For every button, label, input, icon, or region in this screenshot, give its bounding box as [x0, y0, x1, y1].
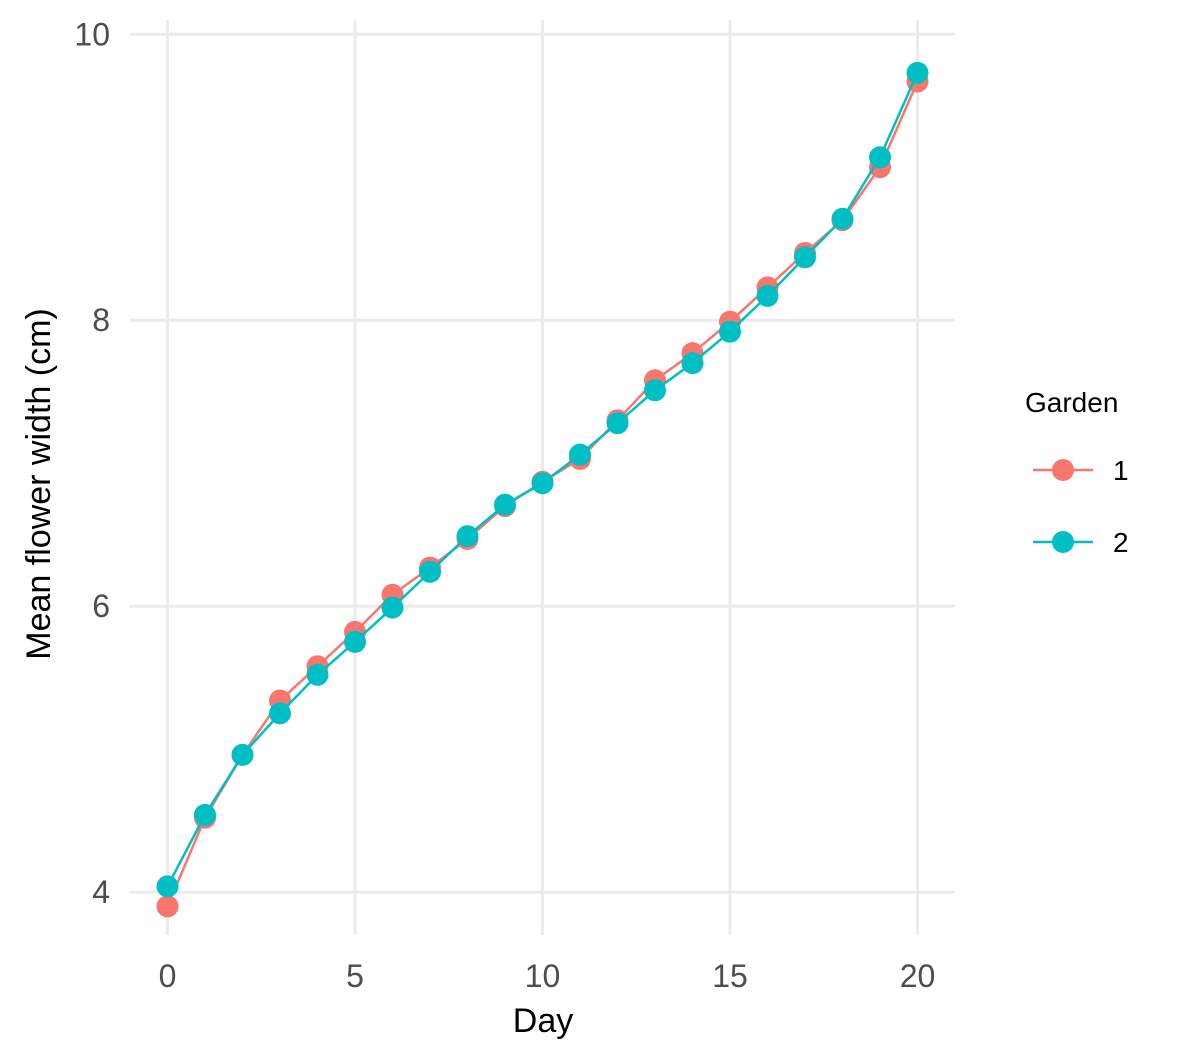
grid-layer	[130, 20, 955, 935]
data-point-2	[419, 560, 441, 583]
data-point-2	[794, 246, 816, 269]
data-point-2	[344, 630, 366, 653]
data-point-2	[869, 146, 891, 169]
x-tick-label: 5	[346, 958, 364, 994]
legend: Garden 12	[1025, 387, 1129, 558]
legend-item-1: 1	[1033, 455, 1129, 486]
data-point-2	[644, 379, 666, 402]
data-point-2	[269, 702, 291, 725]
y-tick-label: 10	[74, 16, 110, 52]
data-point-2	[569, 443, 591, 466]
data-point-2	[456, 525, 479, 548]
data-point-2	[606, 412, 629, 435]
series-layer	[156, 61, 929, 918]
x-tick-label: 20	[900, 958, 936, 994]
y-axis-title: Mean flower width (cm)	[20, 308, 58, 659]
data-point-2	[194, 803, 216, 826]
data-point-2	[494, 493, 516, 516]
x-tick-label: 15	[712, 958, 748, 994]
data-point-1	[156, 895, 179, 918]
data-point-2	[156, 875, 179, 898]
legend-title: Garden	[1025, 387, 1118, 418]
data-point-2	[381, 596, 404, 619]
data-point-2	[719, 320, 741, 343]
y-tick-label: 4	[92, 874, 110, 910]
axis-layer: 0 5 10 15 20 4 6 8 10	[74, 16, 935, 994]
series-2	[156, 61, 929, 898]
data-point-2	[531, 472, 554, 495]
legend-marker	[1052, 459, 1074, 481]
legend-marker	[1052, 531, 1074, 553]
x-tick-label: 10	[525, 958, 561, 994]
x-axis-title: Day	[513, 1002, 573, 1040]
data-point-2	[756, 284, 779, 307]
x-tick-label: 0	[159, 958, 177, 994]
y-tick-label: 6	[92, 588, 110, 624]
y-tick-label: 8	[92, 302, 110, 338]
data-point-2	[906, 61, 929, 84]
legend-item-2: 2	[1033, 527, 1129, 558]
data-point-2	[231, 743, 254, 766]
data-point-2	[306, 663, 329, 686]
legend-label: 2	[1113, 527, 1129, 558]
data-point-2	[681, 352, 704, 375]
legend-items: 12	[1033, 455, 1129, 558]
data-point-2	[831, 207, 854, 230]
legend-label: 1	[1113, 455, 1129, 486]
